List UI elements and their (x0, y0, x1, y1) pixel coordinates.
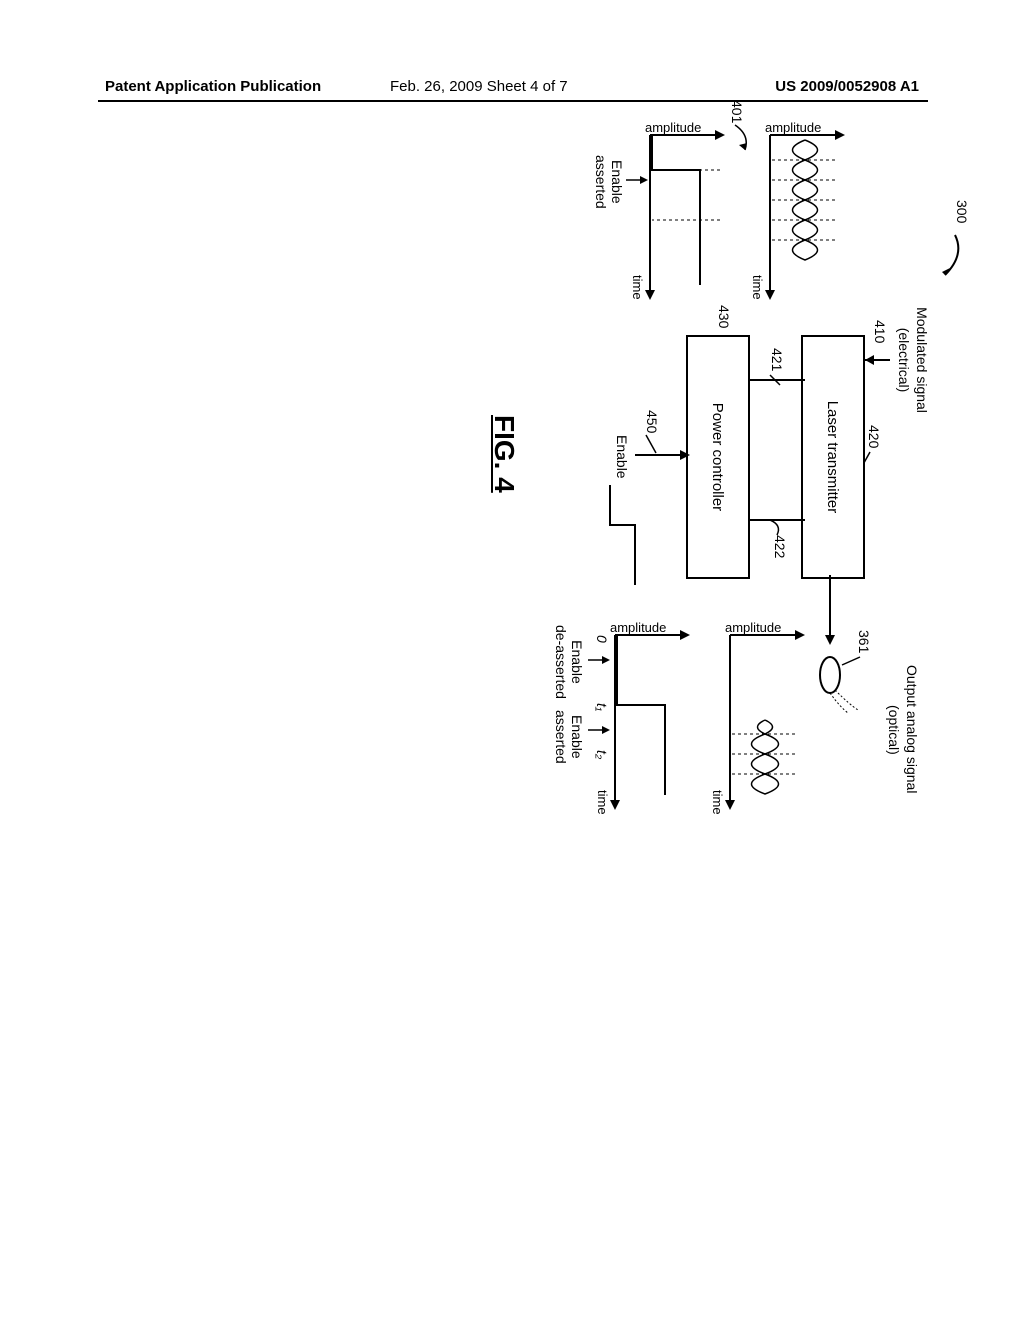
ref-410: 410 (872, 320, 888, 343)
input-signal-label-1: Modulated signal (914, 290, 930, 430)
output-asserted-label: Enable asserted (553, 710, 585, 764)
ref-450: 450 (644, 410, 660, 433)
input-amp-xlabel: time (750, 275, 765, 300)
laser-transmitter-label: Laser transmitter (825, 401, 842, 514)
output-amp-xlabel: time (710, 790, 725, 815)
enable-label: Enable (614, 435, 630, 479)
tick-t1: t₁ (594, 703, 610, 711)
ref-450-tick (640, 435, 658, 460)
input-enable-chart (630, 110, 730, 310)
ref-421-tick (765, 375, 780, 395)
ref-422-hook (762, 515, 782, 540)
enable-arrow (630, 445, 690, 475)
ref-300: 300 (954, 200, 970, 223)
input-amplitude-chart (750, 110, 850, 310)
ref-401-hook (730, 125, 750, 155)
input-enable-ylabel: amplitude (645, 120, 701, 135)
power-controller-label: Power controller (710, 403, 727, 511)
header-rule (98, 100, 928, 102)
output-enable-ylabel: amplitude (610, 620, 666, 635)
ref-420: 420 (866, 425, 882, 448)
output-deasserted-label: Enable de-asserted (553, 625, 585, 699)
header-right-text: US 2009/0052908 A1 (775, 78, 919, 95)
output-signal-label-2: (optical) (886, 705, 902, 755)
ref-401: 401 (729, 100, 745, 123)
output-asserted-arrow (585, 720, 610, 740)
ref-300-arrow (930, 235, 960, 285)
page-header: Patent Application Publication Feb. 26, … (0, 78, 1024, 102)
header-mid-text: Feb. 26, 2009 Sheet 4 of 7 (390, 78, 568, 95)
laser-transmitter-box: Laser transmitter (801, 335, 865, 579)
input-signal-label-2: (electrical) (896, 290, 912, 430)
input-enable-xlabel: time (630, 275, 645, 300)
tick-t2: t₂ (594, 750, 610, 759)
figure-rotated-container: 300 Modulated signal (electrical) 410 42… (240, 220, 940, 820)
input-enable-asserted-arrow (623, 170, 648, 190)
input-amp-ylabel: amplitude (765, 120, 821, 135)
header-left-text: Patent Application Publication (105, 78, 321, 95)
output-enable-xlabel: time (595, 790, 610, 815)
output-amplitude-chart (710, 610, 810, 820)
tick-t0: 0 (594, 635, 610, 643)
output-amp-ylabel: amplitude (725, 620, 781, 635)
output-signal-label-1: Output analog signal (904, 665, 920, 825)
ref-421: 421 (769, 348, 785, 371)
output-deasserted-arrow (585, 650, 610, 670)
power-controller-box: Power controller (686, 335, 750, 579)
fiber-symbol (810, 655, 860, 715)
enable-waveform-mid (605, 485, 640, 595)
figure-label: FIG. 4 (488, 415, 520, 493)
output-arrow (820, 575, 840, 655)
input-enable-asserted-label: Enable asserted (593, 155, 625, 209)
output-enable-chart (595, 610, 695, 820)
ref-361: 361 (856, 630, 872, 653)
